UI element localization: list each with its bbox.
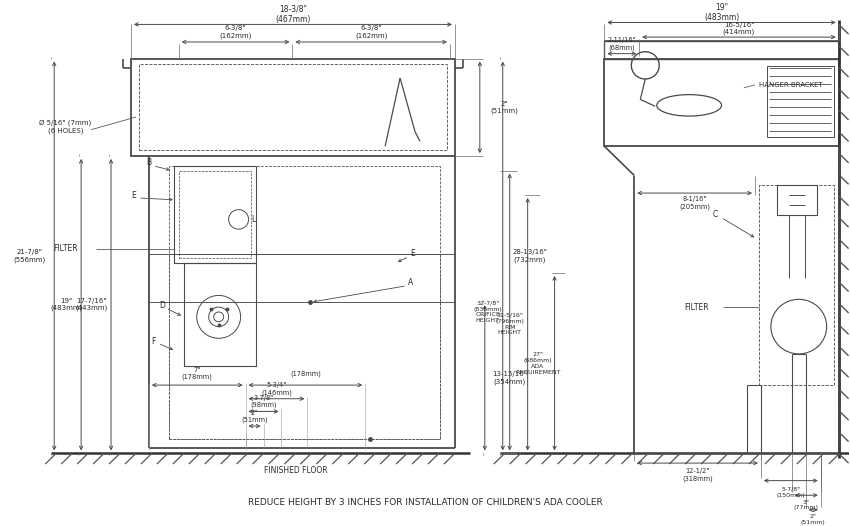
Text: FILTER: FILTER: [684, 302, 709, 311]
Text: 3-7/8"
(98mm): 3-7/8" (98mm): [250, 395, 277, 408]
Text: 28-13/16"
(732mm): 28-13/16" (732mm): [513, 249, 547, 262]
Text: E: E: [131, 190, 136, 199]
Bar: [139, 64, 447, 150]
Bar: [759, 185, 834, 385]
Bar: [131, 58, 455, 156]
Text: B: B: [146, 158, 151, 167]
Text: 5-7/8"
(150mm): 5-7/8" (150mm): [777, 487, 805, 498]
Text: D: D: [159, 301, 165, 310]
Text: Ø 5/16" (7mm)
(6 HOLES): Ø 5/16" (7mm) (6 HOLES): [39, 120, 92, 134]
Text: 3"
(77mm): 3" (77mm): [794, 500, 819, 510]
Bar: [604, 41, 839, 58]
Bar: [777, 185, 817, 215]
Text: 12-1/2"
(318mm): 12-1/2" (318mm): [683, 468, 713, 481]
Text: 2"
(51mm): 2" (51mm): [801, 514, 825, 525]
Text: 21-7/8"
(556mm): 21-7/8" (556mm): [13, 249, 45, 262]
Text: 32-7/8"
(835mm)
ORIFICE
HEIGHT: 32-7/8" (835mm) ORIFICE HEIGHT: [473, 301, 502, 323]
Text: 16-5/16"
(414mm): 16-5/16" (414mm): [722, 22, 755, 35]
Bar: [604, 58, 839, 146]
Text: 8-1/16"
(205mm): 8-1/16" (205mm): [679, 196, 710, 209]
Text: REDUCE HEIGHT BY 3 INCHES FOR INSTALLATION OF CHILDREN'S ADA COOLER: REDUCE HEIGHT BY 3 INCHES FOR INSTALLATI…: [247, 498, 603, 507]
Text: E: E: [410, 249, 415, 258]
Text: 6-3/8"
(162mm): 6-3/8" (162mm): [355, 25, 388, 39]
Bar: [169, 166, 440, 439]
Text: 7"
(178mm): 7" (178mm): [182, 367, 212, 380]
Bar: [178, 170, 251, 258]
Text: 18-3/8"
(467mm): 18-3/8" (467mm): [275, 5, 310, 24]
Bar: [173, 166, 256, 263]
Text: HANGER BRACKET: HANGER BRACKET: [759, 82, 823, 88]
Text: 27"
(686mm)
ADA
REQUIREMENT: 27" (686mm) ADA REQUIREMENT: [515, 352, 560, 375]
Text: 2"
(51mm): 2" (51mm): [490, 100, 518, 114]
Text: (178mm): (178mm): [290, 370, 320, 377]
Text: F: F: [151, 337, 156, 346]
Text: 13-15/16"
(354mm): 13-15/16" (354mm): [492, 371, 527, 385]
Text: 17-7/16"
(443mm): 17-7/16" (443mm): [75, 298, 107, 311]
Text: 5-3/4"
(146mm): 5-3/4" (146mm): [261, 382, 292, 396]
Text: 31-5/16"
(796mm)
RIM
HEIGHT: 31-5/16" (796mm) RIM HEIGHT: [496, 313, 524, 336]
Text: 6-3/8"
(162mm): 6-3/8" (162mm): [219, 25, 252, 39]
Text: 19"
(483mm): 19" (483mm): [50, 298, 82, 311]
Text: 19"
(483mm): 19" (483mm): [704, 3, 740, 23]
Text: 2"
(51mm): 2" (51mm): [241, 410, 268, 423]
Text: FINISHED FLOOR: FINISHED FLOOR: [264, 467, 327, 476]
Bar: [169, 254, 440, 439]
Text: A: A: [408, 278, 413, 287]
Text: C: C: [713, 210, 718, 219]
Bar: [184, 263, 256, 366]
Bar: [767, 66, 834, 137]
Text: L: L: [252, 215, 256, 224]
Text: FILTER: FILTER: [54, 244, 78, 253]
Text: 2-11/16"
(68mm): 2-11/16" (68mm): [608, 37, 636, 50]
